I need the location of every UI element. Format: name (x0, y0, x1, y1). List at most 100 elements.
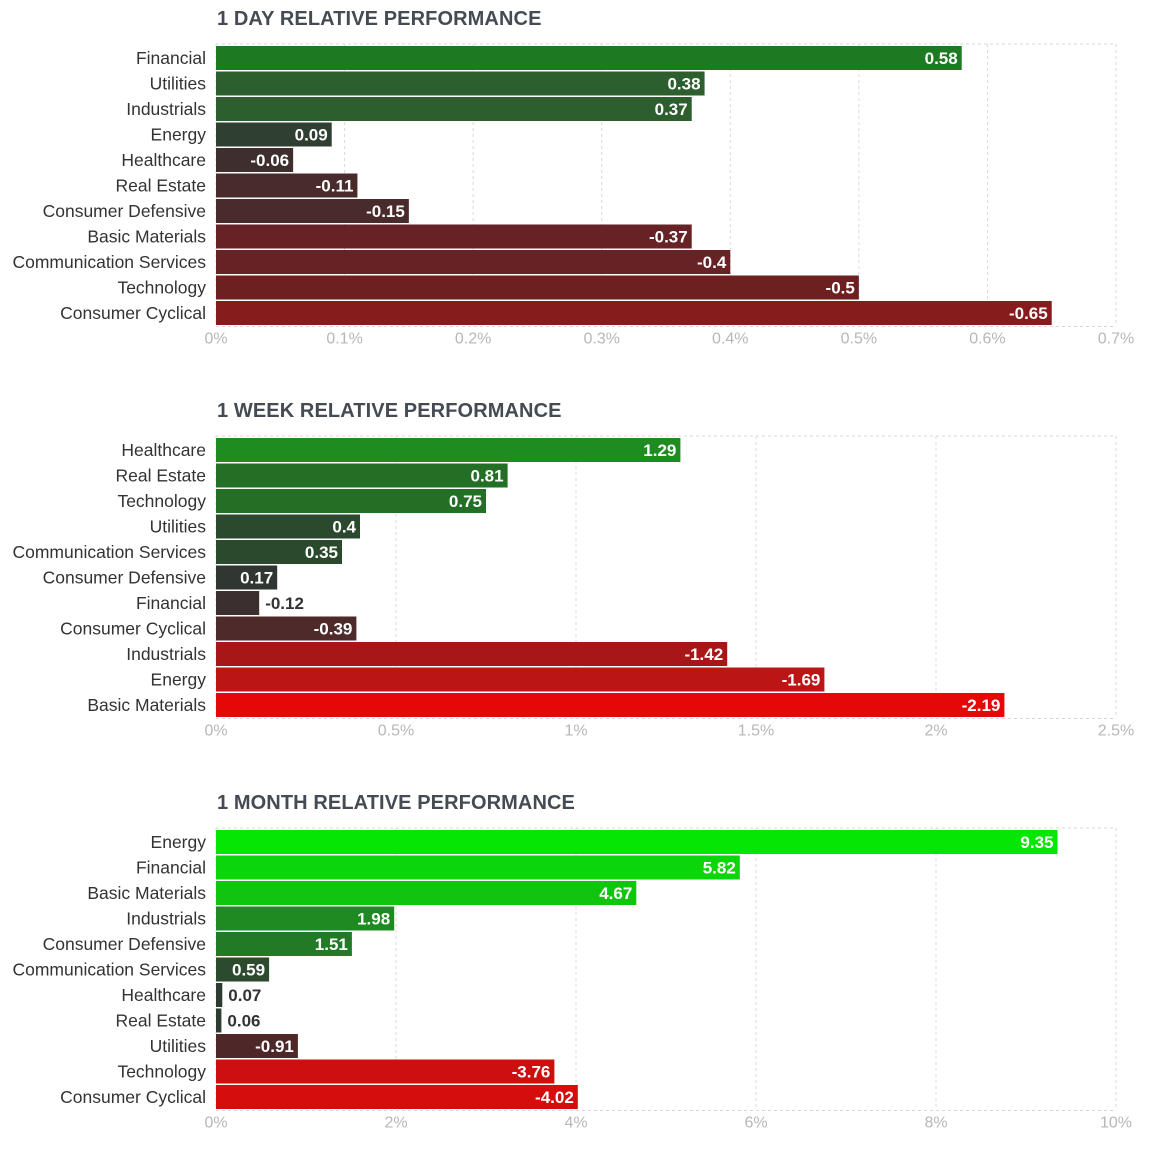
bar[interactable] (216, 667, 825, 692)
category-label: Financial (136, 858, 206, 878)
value-label: 1.29 (643, 441, 676, 460)
category-label: Utilities (150, 74, 207, 94)
x-tick-label: 10% (1100, 1115, 1132, 1132)
category-label: Real Estate (116, 1011, 206, 1031)
x-tick-label: 0% (204, 331, 227, 348)
value-label: -0.65 (1009, 304, 1048, 323)
value-label: 0.59 (232, 961, 265, 980)
bar[interactable] (216, 881, 637, 905)
bar[interactable] (216, 1034, 298, 1058)
x-tick-label: 0.5% (378, 723, 414, 740)
bar[interactable] (216, 855, 740, 880)
category-label: Financial (136, 593, 206, 613)
chart-title: 1 WEEK RELATIVE PERFORMANCE (217, 400, 562, 422)
category-label: Communication Services (12, 542, 206, 562)
category-label: Technology (117, 278, 206, 298)
chart-title: 1 DAY RELATIVE PERFORMANCE (217, 8, 542, 30)
value-label: 0.37 (655, 100, 688, 119)
bar[interactable] (216, 830, 1058, 854)
bar[interactable] (216, 540, 342, 564)
value-label: 9.35 (1020, 833, 1053, 852)
chart-title: 1 MONTH RELATIVE PERFORMANCE (217, 792, 575, 814)
bar[interactable] (216, 514, 360, 539)
x-tick-label: 0% (204, 723, 227, 740)
value-label: -0.91 (255, 1037, 294, 1056)
category-label: Real Estate (116, 466, 206, 486)
bar[interactable] (216, 250, 731, 274)
bar[interactable] (216, 957, 270, 982)
bar[interactable] (216, 489, 486, 513)
bar[interactable] (216, 1085, 578, 1109)
category-label: Basic Materials (87, 227, 206, 247)
bar-chart-svg: 0% 2% 4% 6% 8% 10% Energy 9.35 Financial 5.82 Basi… (12, 827, 1132, 1132)
category-label: Technology (117, 1062, 206, 1082)
category-label: Energy (151, 832, 207, 852)
category-label: Consumer Cyclical (60, 303, 206, 323)
bar[interactable] (216, 642, 728, 666)
x-tick-label: 0.3% (583, 331, 619, 348)
bar[interactable] (216, 199, 409, 223)
bar[interactable] (216, 148, 294, 172)
value-label: -1.42 (684, 645, 723, 664)
bar[interactable] (216, 301, 1052, 325)
x-tick-label: 0.4% (712, 331, 748, 348)
bar[interactable] (216, 591, 260, 615)
category-label: Utilities (150, 517, 207, 537)
value-label: 1.51 (315, 935, 348, 954)
bar[interactable] (216, 438, 681, 462)
value-label: 5.82 (703, 859, 736, 878)
bar[interactable] (216, 693, 1005, 717)
category-label: Consumer Defensive (43, 934, 206, 954)
bar[interactable] (216, 983, 223, 1007)
category-label: Consumer Defensive (43, 568, 206, 588)
bar[interactable] (216, 1008, 222, 1033)
value-label: 0.09 (295, 126, 328, 145)
bar[interactable] (216, 906, 395, 931)
value-label: -0.5 (826, 279, 855, 298)
value-label: -0.15 (366, 202, 405, 221)
category-label: Industrials (126, 644, 206, 664)
value-label: -0.37 (649, 228, 688, 247)
bar[interactable] (216, 1059, 555, 1084)
category-label: Consumer Defensive (43, 201, 206, 221)
chart-1-week: 1 WEEK RELATIVE PERFORMANCE 0% 0.5% 1% 1.5%… (0, 392, 1155, 772)
value-label: -0.4 (697, 253, 727, 272)
bar-chart-svg: 0% 0.1% 0.2% 0.3% 0.4% 0.5% 0.6% 0.7% Financial 0… (12, 43, 1134, 348)
bar[interactable] (216, 224, 692, 249)
bar[interactable] (216, 97, 692, 121)
category-label: Healthcare (121, 985, 206, 1005)
bar[interactable] (216, 275, 859, 300)
x-tick-label: 2% (924, 723, 947, 740)
value-label: -4.02 (535, 1088, 574, 1107)
bar[interactable] (216, 46, 962, 70)
category-label: Basic Materials (87, 695, 206, 715)
bar[interactable] (216, 565, 278, 590)
value-label: -0.39 (314, 620, 353, 639)
value-label: 0.4 (332, 518, 356, 537)
value-label: 0.17 (240, 569, 273, 588)
bar[interactable] (216, 71, 705, 96)
bar[interactable] (216, 122, 332, 147)
x-tick-label: 1.5% (738, 723, 774, 740)
value-label: 0.06 (227, 1012, 260, 1031)
category-label: Consumer Cyclical (60, 619, 206, 639)
value-label: 0.35 (305, 543, 338, 562)
value-label: -0.06 (250, 151, 289, 170)
bar[interactable] (216, 173, 358, 198)
x-tick-label: 2% (384, 1115, 407, 1132)
bar[interactable] (216, 463, 508, 488)
value-label: 0.07 (228, 986, 261, 1005)
value-label: -3.76 (512, 1063, 551, 1082)
x-tick-label: 0% (204, 1115, 227, 1132)
category-label: Healthcare (121, 440, 206, 460)
value-label: -0.11 (316, 177, 354, 196)
x-tick-label: 0.1% (326, 331, 362, 348)
x-tick-label: 0.6% (969, 331, 1005, 348)
bar[interactable] (216, 932, 352, 956)
value-label: -0.12 (265, 594, 304, 613)
category-label: Communication Services (12, 960, 206, 980)
x-tick-label: 2.5% (1098, 723, 1134, 740)
bar[interactable] (216, 616, 357, 641)
value-label: 0.58 (925, 49, 958, 68)
category-label: Industrials (126, 909, 206, 929)
